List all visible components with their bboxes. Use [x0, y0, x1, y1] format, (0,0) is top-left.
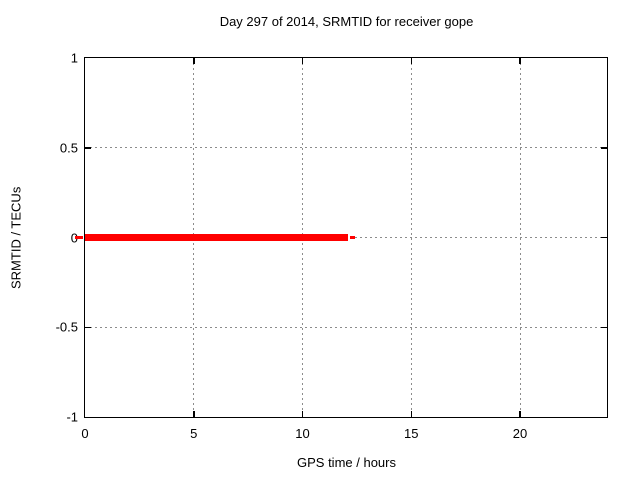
gridline-y--0.5 — [85, 326, 607, 328]
y-axis-label: SRMTID / TECUs — [8, 186, 24, 290]
xtick-label: 0 — [81, 426, 89, 441]
xtick-mark-top — [410, 58, 412, 64]
ytick-mark-right — [601, 236, 607, 239]
ytick-label: 1 — [70, 50, 78, 66]
xtick-mark-bottom — [410, 411, 412, 417]
gridline-y-0.5 — [85, 147, 607, 149]
series-SRMTID-segment — [350, 236, 355, 239]
ytick-mark-right — [601, 147, 607, 149]
chart-title: Day 297 of 2014, SRMTID for receiver gop… — [219, 14, 474, 29]
ytick-label: -1 — [66, 409, 78, 425]
ytick-label: 0.5 — [59, 140, 78, 156]
xtick-label: 15 — [404, 426, 419, 441]
ytick-mark-left — [85, 147, 91, 149]
xtick-label: 20 — [512, 426, 528, 441]
plot-area: 0 5 10 15 20 -1 -0.5 0 0.5 1 — [56, 51, 608, 441]
ytick-mark-left — [85, 326, 91, 328]
xtick-mark-bottom — [519, 411, 521, 417]
xtick-label: 10 — [295, 426, 310, 441]
xtick-label: 5 — [190, 426, 198, 441]
ytick-mark-right — [601, 326, 607, 328]
x-axis-label: GPS time / hours — [297, 455, 396, 470]
xtick-mark-top — [519, 58, 521, 64]
xtick-mark-bottom — [193, 411, 195, 417]
ytick-label: 0 — [71, 230, 78, 245]
xtick-mark-top — [193, 58, 195, 64]
xtick-mark-bottom — [301, 411, 304, 417]
series-SRMTID-segment — [75, 236, 83, 239]
ytick-label: -0.5 — [55, 319, 78, 335]
xtick-mark-top — [301, 58, 304, 64]
series-SRMTID-segment — [85, 234, 348, 241]
